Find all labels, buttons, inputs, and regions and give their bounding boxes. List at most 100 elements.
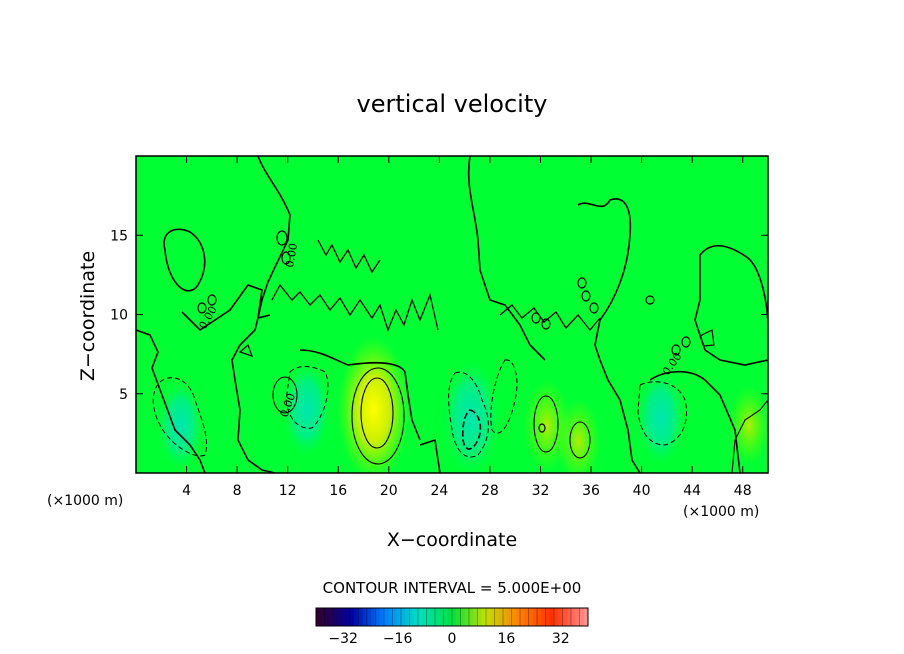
colorbar-segment [460, 608, 466, 626]
x-tick-label: 24 [430, 483, 448, 499]
x-axis-label: X−coordinate [387, 529, 517, 551]
colorbar-ticks: −32 −16 0 16 32 [328, 631, 569, 647]
colorbar-segment [324, 608, 330, 626]
x-tick-label: 12 [279, 483, 297, 499]
colorbar-segment [401, 608, 406, 626]
contour-label: 0.00 [283, 242, 300, 268]
colorbar-segment [409, 608, 415, 626]
colorbar-tick-label: 32 [552, 631, 570, 647]
zero-contour-right-lower [649, 370, 741, 473]
chart-title: vertical velocity [357, 90, 548, 118]
zero-contour-upper-left [256, 156, 291, 320]
colorbar-segment [367, 608, 372, 626]
colorbar-segment [396, 608, 402, 626]
colorbar-segment [541, 608, 546, 626]
downdraft-region [635, 367, 686, 468]
colorbar-segment [532, 608, 538, 626]
colorbar-segment [498, 608, 504, 626]
colorbar-tick-label: 16 [497, 631, 515, 647]
colorbar-tick-label: −32 [328, 631, 358, 647]
x-tick-label: 8 [233, 483, 242, 499]
colorbar-segment [507, 608, 512, 626]
colorbar-segment [456, 608, 461, 626]
colorbar-tick-label: −16 [383, 631, 413, 647]
colorbar-segment [473, 608, 478, 626]
colorbar-segment [435, 608, 440, 626]
colorbar-segment [520, 608, 525, 626]
zero-contour-mid [181, 284, 276, 473]
colorbar-segment [583, 608, 589, 626]
colorbar-segment [375, 608, 381, 626]
colorbar-segment [528, 608, 534, 626]
x-tick-label: 48 [734, 483, 752, 499]
zero-contour-updraft-outer [299, 349, 421, 441]
colorbar-segment [464, 608, 470, 626]
colorbar-segment [503, 608, 508, 626]
colorbar-segment [566, 608, 572, 626]
colorbar-tick-label: 0 [448, 631, 457, 647]
colorbar-segment [515, 608, 521, 626]
colorbar-frame [315, 607, 589, 627]
zero-contour-lobe [163, 228, 206, 292]
zero-contour-right-upper [577, 198, 641, 473]
colorbar-segment [549, 608, 555, 626]
colorbar-segment [320, 608, 325, 626]
colorbar-segment [413, 608, 419, 626]
zero-contour-left [136, 329, 206, 473]
colorbar-segment [405, 608, 410, 626]
colorbar-segment [545, 608, 551, 626]
colorbar-segment [316, 608, 321, 626]
y-axis: 5 10 15 [110, 228, 768, 403]
zero-contour-noise [271, 283, 439, 332]
y-tick-label: 5 [119, 387, 128, 403]
colorbar-segment [443, 608, 449, 626]
colorbar-segment [469, 608, 474, 626]
downdraft-region [156, 379, 204, 472]
colorbar-segment [511, 608, 517, 626]
x-unit-label-left: (×1000 m) [47, 493, 123, 509]
strong-negative-contour [461, 409, 482, 450]
y-axis-label: Z−coordinate [77, 251, 99, 381]
colorbar-segment [392, 608, 398, 626]
positive-contours [272, 367, 768, 473]
x-tick-label: 4 [182, 483, 191, 499]
colorbar-segment [341, 608, 347, 626]
y-tick-label: 15 [110, 228, 128, 244]
colorbar-segment [558, 608, 563, 626]
x-tick-label: 32 [532, 483, 550, 499]
x-tick-label: 20 [380, 483, 398, 499]
colorbar-segment [575, 608, 580, 626]
colorbar-segment [537, 608, 542, 626]
x-tick-label: 36 [582, 483, 600, 499]
colorbar-segment [426, 608, 432, 626]
zero-contour-upper-center [467, 156, 546, 361]
colorbar-segment [345, 608, 351, 626]
colorbar-segment [477, 608, 483, 626]
zero-contour-right [694, 245, 768, 366]
colorbar-segment [481, 608, 487, 626]
x-tick-label: 40 [633, 483, 651, 499]
colorbar-segment [571, 608, 576, 626]
small-contour-loops [197, 230, 715, 433]
x-tick-label: 28 [481, 483, 499, 499]
colorbar-segment [494, 608, 500, 626]
colorbar [315, 607, 589, 627]
colorbar-segment [430, 608, 436, 626]
colorbar-segment [362, 608, 368, 626]
zero-contour-noise-3 [499, 304, 601, 332]
zero-contours [136, 156, 768, 473]
colorbar-segment [439, 608, 444, 626]
colorbar-segment [350, 608, 355, 626]
updraft-region [556, 398, 601, 473]
colorbar-segment [388, 608, 393, 626]
colorbar-segment [490, 608, 495, 626]
colorbar-segment [337, 608, 342, 626]
colorbar-segment [418, 608, 423, 626]
colorbar-segment [371, 608, 376, 626]
colorbar-segment [452, 608, 457, 626]
zero-contour-noise-2 [317, 239, 381, 274]
colorbar-segment [447, 608, 453, 626]
x-tick-label: 44 [683, 483, 701, 499]
colorbar-segment [358, 608, 364, 626]
